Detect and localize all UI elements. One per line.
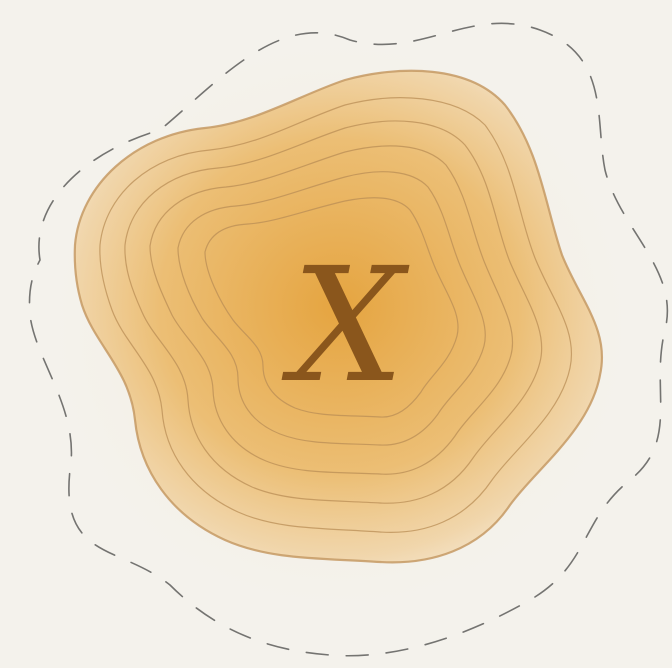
outer-rim-contour: [73, 69, 604, 564]
center-marker-label: X: [281, 234, 410, 418]
contour-line-3: [149, 145, 514, 475]
contour-line-1: [99, 97, 572, 533]
contour-line-2: [124, 120, 543, 504]
contour-line-5: [204, 197, 459, 418]
blob-fill: [74, 70, 602, 563]
contour-lines: [99, 97, 572, 533]
dashed-boundary-outline: [28, 22, 668, 657]
contour-line-4: [177, 171, 486, 446]
